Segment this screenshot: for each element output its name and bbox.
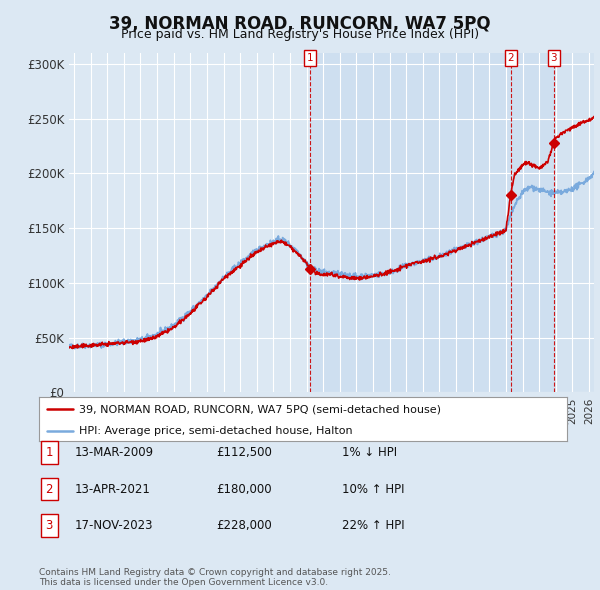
- Text: 13-APR-2021: 13-APR-2021: [75, 483, 151, 496]
- Text: 39, NORMAN ROAD, RUNCORN, WA7 5PQ: 39, NORMAN ROAD, RUNCORN, WA7 5PQ: [109, 15, 491, 33]
- Text: 13-MAR-2009: 13-MAR-2009: [75, 446, 154, 459]
- Text: 2: 2: [46, 483, 53, 496]
- Text: HPI: Average price, semi-detached house, Halton: HPI: Average price, semi-detached house,…: [79, 426, 352, 435]
- Text: 2: 2: [507, 53, 514, 63]
- Bar: [310, 53, 511, 392]
- Text: £112,500: £112,500: [216, 446, 272, 459]
- Text: 1: 1: [46, 446, 53, 459]
- Text: 39, NORMAN ROAD, RUNCORN, WA7 5PQ (semi-detached house): 39, NORMAN ROAD, RUNCORN, WA7 5PQ (semi-…: [79, 405, 440, 414]
- Text: £228,000: £228,000: [216, 519, 272, 532]
- Bar: [554, 53, 594, 392]
- Text: Contains HM Land Registry data © Crown copyright and database right 2025.
This d: Contains HM Land Registry data © Crown c…: [39, 568, 391, 587]
- Text: 3: 3: [46, 519, 53, 532]
- Text: 17-NOV-2023: 17-NOV-2023: [75, 519, 154, 532]
- Text: 1: 1: [307, 53, 313, 63]
- Text: £180,000: £180,000: [216, 483, 272, 496]
- Text: 22% ↑ HPI: 22% ↑ HPI: [342, 519, 404, 532]
- Text: Price paid vs. HM Land Registry's House Price Index (HPI): Price paid vs. HM Land Registry's House …: [121, 28, 479, 41]
- Bar: [511, 53, 554, 392]
- Text: 10% ↑ HPI: 10% ↑ HPI: [342, 483, 404, 496]
- Text: 1% ↓ HPI: 1% ↓ HPI: [342, 446, 397, 459]
- Text: 3: 3: [550, 53, 557, 63]
